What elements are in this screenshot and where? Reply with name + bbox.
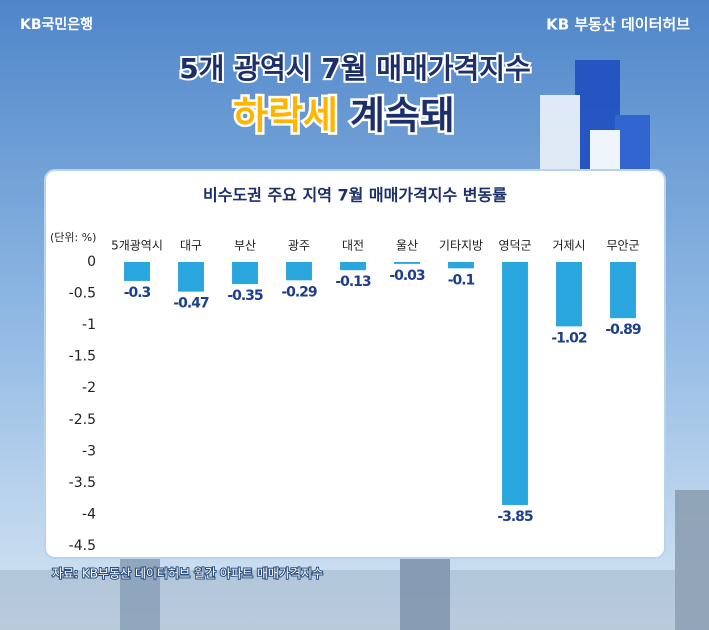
x-tick-label: 5개광역시 — [111, 239, 163, 253]
data-label: -0.29 — [281, 284, 317, 300]
data-label: -0.47 — [173, 296, 209, 312]
bar — [502, 262, 528, 505]
bar — [124, 262, 150, 281]
bar — [286, 262, 312, 281]
bar — [232, 262, 258, 285]
chart-title: 비수도권 주요 지역 7월 매매가격지수 변동률 — [203, 186, 507, 205]
x-tick-label: 기타지방 — [439, 239, 483, 253]
bar — [610, 262, 636, 319]
data-label: -0.13 — [335, 274, 371, 290]
headline-highlight: 하락세 — [233, 94, 338, 138]
bar — [340, 262, 366, 271]
data-label: -1.02 — [551, 330, 587, 346]
y-tick-label: -4 — [82, 506, 96, 522]
x-tick-label: 거제시 — [552, 239, 585, 253]
x-tick-label: 대전 — [342, 239, 364, 253]
y-tick-label: -1 — [82, 317, 96, 333]
decor-buildings — [0, 60, 709, 630]
data-label: -0.3 — [124, 285, 151, 301]
headline: 5개 광역시 7월 매매가격지수 — [179, 52, 531, 85]
y-tick-label: -0.5 — [69, 286, 96, 302]
y-tick-label: -2 — [82, 380, 96, 396]
x-tick-label: 부산 — [234, 239, 256, 253]
source: 자료: KB부동산 데이터허브 월간 아파트 매매가격지수 — [52, 567, 323, 581]
bar — [448, 262, 474, 269]
data-label: -0.35 — [227, 288, 263, 304]
data-label: -0.89 — [605, 322, 641, 338]
y-tick-label: -4.5 — [69, 538, 96, 554]
y-tick-label: -3 — [82, 443, 96, 459]
y-tick-label: -3.5 — [69, 475, 96, 491]
x-tick-label: 영덕군 — [498, 239, 531, 253]
bar — [394, 262, 420, 264]
unit-label: (단위: %) — [50, 231, 96, 244]
data-label: -0.1 — [448, 272, 475, 288]
data-label: -3.85 — [497, 509, 533, 525]
y-tick-label: 0 — [87, 254, 96, 270]
y-tick-label: -1.5 — [69, 349, 96, 365]
x-tick-label: 울산 — [396, 239, 418, 253]
data-label: -0.03 — [389, 268, 425, 284]
y-tick-label: -2.5 — [69, 412, 96, 428]
bar — [556, 262, 582, 327]
x-tick-label: 광주 — [288, 239, 310, 253]
chart-panel — [44, 169, 666, 559]
x-tick-label: 대구 — [180, 239, 202, 253]
brand: KB 부동산 데이터허브 — [546, 16, 690, 34]
x-tick-label: 무안군 — [606, 239, 639, 253]
headline-rest: 계속돼 — [350, 94, 455, 138]
bar — [178, 262, 204, 292]
bank-logo: KB국민은행 — [20, 16, 93, 33]
